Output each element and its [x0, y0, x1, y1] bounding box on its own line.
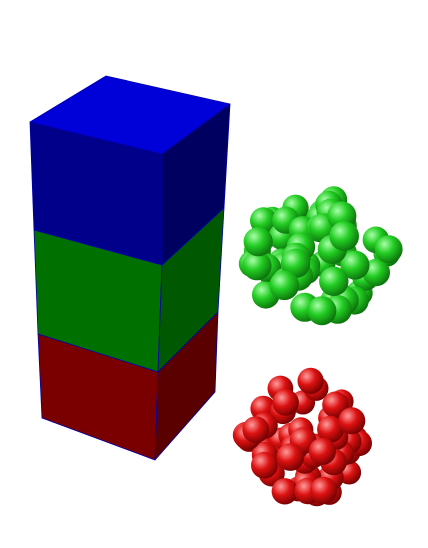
green-sphere-54: [242, 251, 272, 281]
green-sphere-50: [340, 250, 370, 280]
red-sphere-55: [276, 443, 305, 471]
red-sphere-44: [272, 389, 299, 416]
red-sphere-41: [271, 478, 298, 505]
red-sphere-53: [338, 407, 366, 435]
red-sphere-47: [317, 415, 344, 443]
green-sphere-57: [280, 248, 311, 278]
green-sphere-56: [243, 227, 273, 257]
green-sphere-60: [269, 270, 300, 301]
red-sphere-54: [308, 437, 336, 465]
red-sphere-cluster: [232, 367, 372, 507]
red-sphere-49: [242, 416, 270, 443]
green-sphere-36: [374, 235, 403, 264]
green-sphere-cluster: [238, 186, 403, 326]
green-sphere-51: [307, 296, 337, 326]
red-sphere-33: [297, 367, 324, 394]
block-stack: [29, 75, 231, 461]
red-sphere-37: [322, 391, 349, 418]
red-sphere-46: [251, 451, 278, 479]
green-sphere-59: [329, 221, 360, 251]
red-block-right-face: [154, 311, 219, 461]
red-sphere-52: [310, 476, 338, 504]
green-sphere-58: [319, 266, 349, 296]
